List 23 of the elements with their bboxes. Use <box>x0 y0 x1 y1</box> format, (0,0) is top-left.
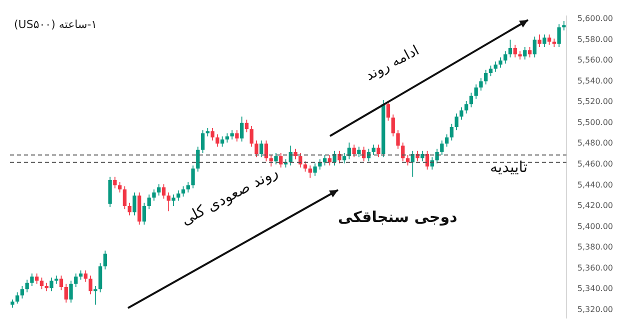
y-tick-label: 5,340.00 <box>577 284 613 294</box>
y-tick-label: 5,400.00 <box>577 222 613 231</box>
y-tick-label: 5,540.00 <box>577 76 613 86</box>
y-tick-label: 5,560.00 <box>577 56 613 65</box>
annotation: دوجی سنجاقکی <box>338 208 458 226</box>
chart-title: ۱-ساعته (US۵۰۰) <box>14 18 98 31</box>
y-tick-label: 5,440.00 <box>577 180 613 190</box>
candlestick <box>172 194 176 206</box>
candlestick <box>518 51 522 60</box>
y-tick-label: 5,320.00 <box>577 304 613 314</box>
y-tick-label: 5,420.00 <box>577 201 613 210</box>
y-tick-label: 5,380.00 <box>577 242 613 252</box>
y-tick-label: 5,600.00 <box>577 14 613 23</box>
y-tick-label: 5,460.00 <box>577 159 613 168</box>
y-tick-label: 5,520.00 <box>577 97 613 106</box>
y-tick-label: 5,500.00 <box>577 118 613 127</box>
y-tick-label: 5,580.00 <box>577 34 613 44</box>
y-tick-label: 5,480.00 <box>577 138 613 148</box>
annotation: تاییدیه <box>490 158 528 176</box>
annotation: روند صعودی کلی <box>178 162 281 229</box>
y-tick-label: 5,360.00 <box>577 263 613 272</box>
annotation: ادامه روند <box>363 42 422 84</box>
candlestick <box>230 130 234 140</box>
